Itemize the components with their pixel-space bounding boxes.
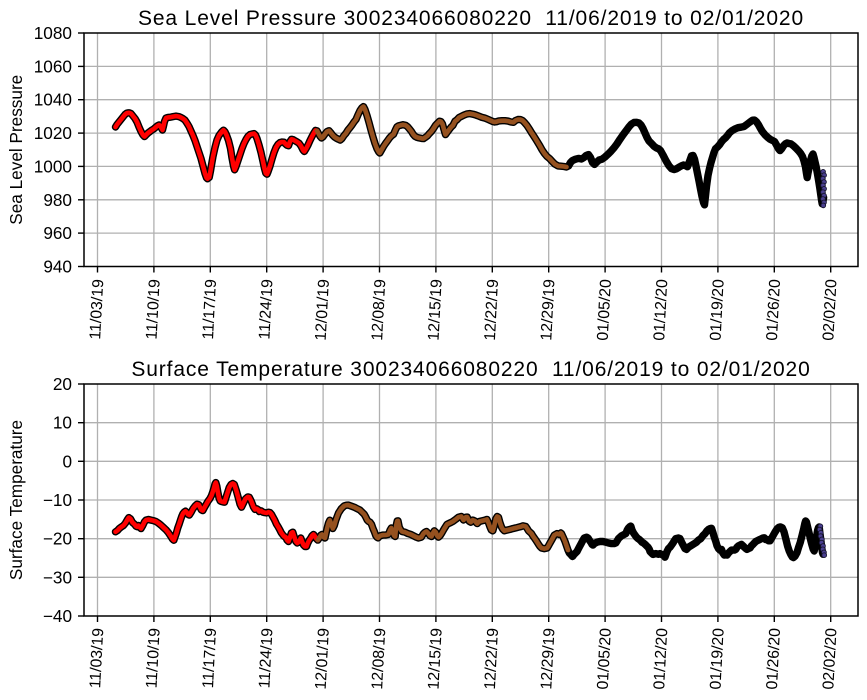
svg-text:1060: 1060 — [34, 56, 72, 76]
svg-text:12/15/19: 12/15/19 — [425, 627, 445, 690]
svg-text:01/12/20: 01/12/20 — [651, 279, 671, 342]
svg-text:11/24/19: 11/24/19 — [256, 279, 276, 340]
svg-text:12/01/19: 12/01/19 — [313, 627, 333, 690]
svg-text:01/12/20: 01/12/20 — [651, 627, 671, 690]
svg-text:1040: 1040 — [34, 90, 72, 110]
svg-text:20: 20 — [53, 374, 72, 394]
svg-text:11/24/19: 11/24/19 — [256, 627, 276, 688]
svg-text:1000: 1000 — [34, 156, 72, 176]
svg-text:01/26/20: 01/26/20 — [764, 279, 784, 342]
svg-text:12/22/19: 12/22/19 — [482, 627, 502, 690]
svg-text:11/10/19: 11/10/19 — [144, 627, 164, 688]
svg-text:−10: −10 — [43, 490, 72, 510]
svg-text:12/22/19: 12/22/19 — [482, 279, 502, 342]
svg-text:Sea Level Pressure: Sea Level Pressure — [6, 75, 26, 225]
svg-text:01/05/20: 01/05/20 — [595, 279, 615, 342]
svg-text:01/26/20: 01/26/20 — [764, 627, 784, 690]
svg-text:Surface Temperature 3002340660: Surface Temperature 300234066080220 11/0… — [131, 358, 810, 381]
svg-text:−30: −30 — [43, 567, 72, 587]
svg-text:10: 10 — [53, 413, 72, 433]
svg-text:960: 960 — [43, 223, 72, 243]
svg-text:01/19/20: 01/19/20 — [707, 627, 727, 690]
svg-text:01/19/20: 01/19/20 — [707, 279, 727, 342]
svg-text:02/02/20: 02/02/20 — [820, 627, 840, 690]
svg-text:−40: −40 — [43, 606, 72, 626]
svg-text:12/15/19: 12/15/19 — [425, 279, 445, 342]
svg-text:11/03/19: 11/03/19 — [87, 279, 107, 340]
svg-text:940: 940 — [43, 257, 72, 277]
svg-text:01/05/20: 01/05/20 — [595, 627, 615, 690]
svg-text:12/29/19: 12/29/19 — [538, 279, 558, 342]
svg-text:980: 980 — [43, 190, 72, 210]
svg-text:11/10/19: 11/10/19 — [144, 279, 164, 340]
svg-text:12/08/19: 12/08/19 — [369, 279, 389, 342]
svg-text:02/02/20: 02/02/20 — [820, 279, 840, 342]
svg-text:0: 0 — [62, 451, 72, 471]
svg-text:1020: 1020 — [34, 123, 72, 143]
svg-text:1080: 1080 — [34, 23, 72, 43]
svg-text:11/17/19: 11/17/19 — [200, 279, 220, 340]
svg-text:−20: −20 — [43, 529, 72, 549]
svg-text:12/01/19: 12/01/19 — [313, 279, 333, 342]
svg-text:11/17/19: 11/17/19 — [200, 627, 220, 688]
svg-text:Surface Temperature: Surface Temperature — [6, 420, 26, 580]
svg-text:12/29/19: 12/29/19 — [538, 627, 558, 690]
svg-text:11/03/19: 11/03/19 — [87, 627, 107, 688]
svg-text:Sea Level Pressure 30023406608: Sea Level Pressure 300234066080220 11/06… — [138, 7, 804, 30]
svg-text:12/08/19: 12/08/19 — [369, 627, 389, 690]
